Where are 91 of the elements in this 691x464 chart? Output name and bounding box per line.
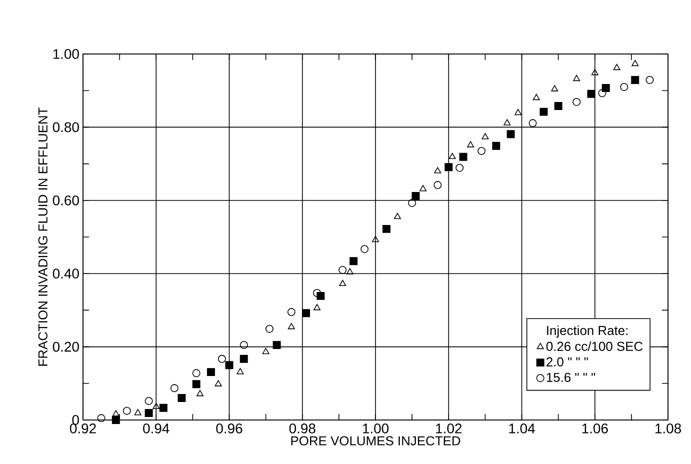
y-axis-title: FRACTION INVADING FLUID IN EFFLUENT [38, 108, 48, 366]
x-tick-label: 1.08 [655, 424, 681, 434]
point [144, 409, 153, 418]
point [434, 167, 442, 174]
point [492, 142, 500, 150]
point [287, 308, 296, 316]
point [152, 402, 160, 410]
legend-label: 0.26 cc/100 SEC [546, 341, 643, 351]
point [122, 406, 131, 415]
point [302, 309, 310, 318]
point [532, 94, 540, 100]
point [514, 108, 522, 116]
point [112, 410, 120, 416]
point [192, 369, 200, 378]
point [159, 404, 168, 412]
point [262, 348, 270, 354]
point [236, 368, 244, 374]
point [112, 416, 120, 424]
point [196, 390, 204, 396]
point [144, 396, 153, 405]
point [316, 292, 325, 300]
point [218, 354, 226, 363]
point [288, 323, 295, 330]
point [506, 130, 515, 138]
point [632, 60, 639, 66]
point [434, 181, 442, 190]
point [504, 119, 511, 126]
point [240, 354, 248, 363]
point [620, 82, 628, 91]
x-tick-label: 1.04 [509, 424, 535, 434]
y-tick-label: 1.00 [53, 49, 79, 59]
x-tick-label: 0.96 [216, 424, 242, 434]
x-tick-label: 1.02 [436, 424, 462, 434]
point [572, 98, 581, 106]
point [350, 257, 358, 266]
y-tick-label: 0.20 [52, 342, 79, 352]
point [573, 74, 580, 82]
point [420, 185, 427, 192]
point [206, 368, 215, 376]
point [313, 289, 321, 297]
point [467, 141, 474, 148]
point [214, 380, 222, 386]
point [170, 384, 178, 392]
point [598, 89, 606, 98]
legend-title: Injection Rate: [547, 326, 628, 338]
point [444, 163, 453, 172]
point [394, 212, 401, 220]
point [448, 152, 456, 160]
x-tick-label: 0.92 [70, 424, 96, 434]
point [339, 280, 346, 286]
legend-label: 2.0 " " " [546, 357, 588, 366]
x-tick-label: 0.98 [289, 424, 316, 434]
y-tick-label: 0 [72, 415, 79, 425]
point [482, 133, 489, 140]
point [459, 152, 468, 161]
point [551, 85, 558, 92]
point [313, 304, 321, 310]
point [382, 224, 390, 233]
point [646, 76, 654, 84]
x-tick-label: 1.06 [582, 424, 608, 434]
point [265, 324, 274, 333]
point [613, 64, 620, 70]
x-tick-label: 1.00 [362, 424, 389, 434]
y-tick-label: 0.60 [52, 195, 79, 206]
point [412, 192, 420, 200]
point [602, 84, 610, 92]
point [478, 147, 486, 155]
point [346, 268, 354, 274]
legend-label: 15.6 " " " [546, 372, 596, 382]
y-tick-label: 0.40 [52, 268, 79, 279]
point [97, 414, 106, 422]
point [338, 266, 347, 274]
point [178, 394, 186, 402]
point [372, 236, 380, 242]
point [192, 380, 200, 388]
y-tick-label: 0.80 [52, 122, 79, 132]
point [631, 76, 640, 84]
point [240, 340, 248, 349]
point [540, 108, 548, 116]
point [272, 340, 281, 349]
x-axis-title: PORE VOLUMES INJECTED [291, 436, 460, 446]
point [528, 119, 537, 128]
point [591, 69, 598, 76]
point [554, 102, 562, 110]
point [408, 198, 416, 207]
point [360, 245, 369, 254]
point [225, 361, 234, 370]
point [456, 164, 464, 172]
point [134, 409, 142, 416]
point [587, 90, 596, 98]
x-tick-label: 0.94 [143, 424, 170, 434]
